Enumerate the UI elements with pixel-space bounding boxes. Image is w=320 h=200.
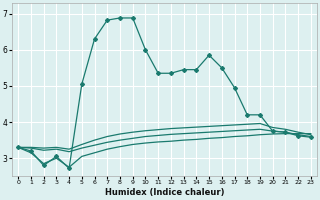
X-axis label: Humidex (Indice chaleur): Humidex (Indice chaleur) <box>105 188 224 197</box>
